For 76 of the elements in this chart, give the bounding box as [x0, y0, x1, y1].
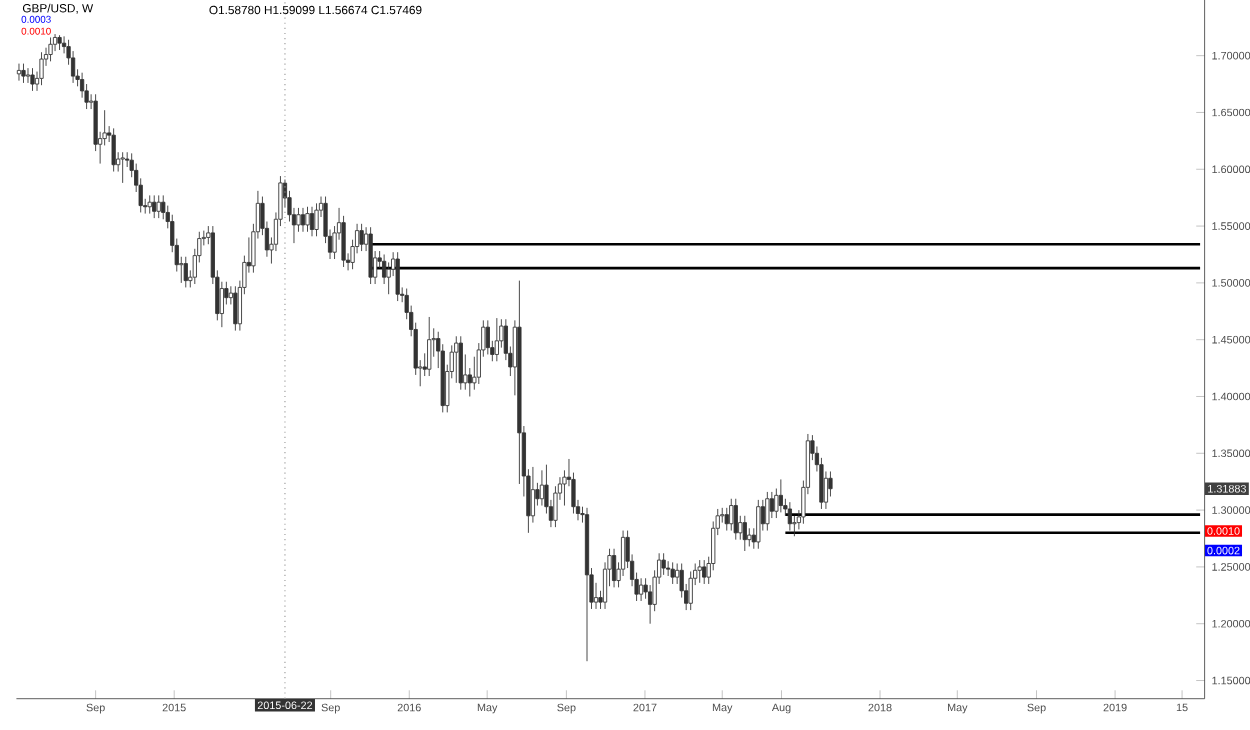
candlestick	[666, 560, 671, 577]
candlestick	[219, 281, 224, 328]
candlestick	[499, 318, 504, 348]
candlestick	[742, 515, 747, 552]
candlestick	[454, 335, 459, 384]
candlestick	[309, 206, 315, 237]
candlestick	[494, 317, 499, 362]
candlestick	[756, 499, 761, 550]
candlestick	[440, 343, 445, 413]
candlestick	[774, 487, 779, 519]
candlestick	[778, 478, 783, 513]
candlestick	[661, 552, 666, 576]
candlestick	[427, 316, 432, 377]
candlestick	[458, 335, 463, 390]
candlestick	[828, 470, 833, 497]
candlestick	[584, 507, 590, 662]
candlestick	[648, 584, 653, 625]
candlestick	[697, 559, 702, 584]
candlestick	[792, 515, 797, 537]
candlestick	[102, 109, 107, 146]
candlestick	[61, 35, 67, 54]
candlestick	[359, 223, 364, 252]
candlestick	[138, 177, 143, 213]
candlestick	[386, 261, 391, 295]
candlestick	[593, 582, 599, 610]
candlestick	[823, 470, 829, 510]
candlestick	[79, 72, 85, 99]
candlestick	[52, 33, 58, 52]
candlestick	[16, 63, 22, 81]
candlestick	[679, 562, 684, 598]
candlestick	[25, 67, 31, 84]
candlestick	[395, 251, 400, 302]
candlestick	[111, 127, 116, 172]
candlestick	[675, 562, 680, 585]
candlestick	[57, 34, 62, 51]
candlestick	[553, 485, 558, 528]
candlestick	[688, 570, 693, 611]
candlestick	[300, 207, 306, 233]
candlestick	[161, 194, 166, 220]
candlestick	[720, 507, 725, 523]
candlestick	[539, 469, 545, 506]
candlestick	[129, 152, 134, 178]
candlestick	[747, 527, 752, 547]
candlestick	[152, 194, 157, 219]
candlestick	[602, 561, 608, 610]
candlestick	[156, 194, 161, 219]
candlestick	[787, 501, 792, 531]
candlestick	[70, 50, 76, 84]
candlestick	[287, 190, 292, 222]
candlestick	[48, 36, 53, 62]
candlestick	[332, 225, 337, 260]
candlestick	[702, 559, 707, 585]
candlestick	[711, 520, 716, 571]
candlestick	[611, 548, 617, 588]
candlestick	[819, 457, 824, 510]
candlestick	[620, 529, 626, 577]
candlestick	[670, 561, 675, 585]
candlestick	[769, 491, 774, 519]
candlestick	[341, 215, 346, 268]
candlestick	[783, 498, 788, 517]
candlestick	[368, 226, 373, 285]
candlestick	[729, 498, 734, 531]
candlestick	[233, 285, 238, 331]
candlestick	[643, 577, 648, 600]
candlestick	[472, 356, 477, 390]
candlestick	[84, 83, 89, 110]
candlestick	[120, 151, 125, 184]
candlestick	[183, 256, 188, 288]
candlestick	[765, 491, 770, 531]
candlestick	[544, 464, 549, 514]
candlestick	[733, 498, 738, 540]
candlestick	[147, 194, 152, 214]
candlestick	[724, 507, 729, 531]
candlestick	[503, 318, 508, 361]
candlestick	[638, 577, 644, 602]
candlestick	[485, 319, 490, 355]
